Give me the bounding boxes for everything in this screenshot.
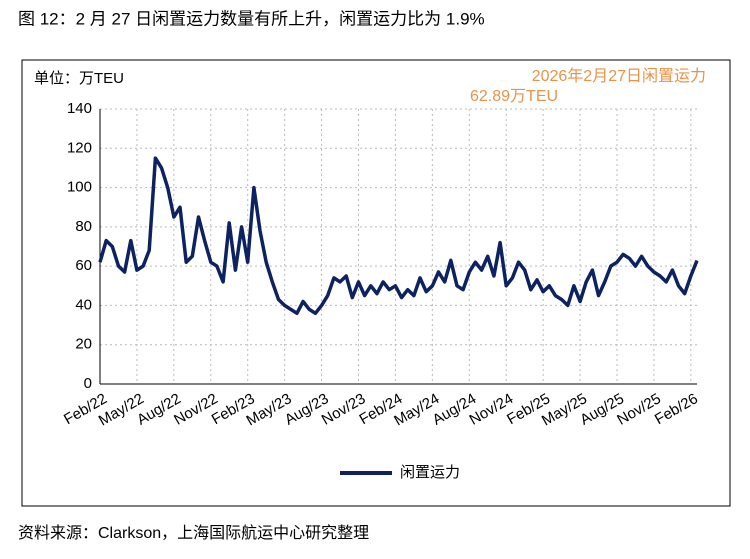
x-tick-label: Feb/26 — [652, 390, 701, 428]
y-tick-label: 40 — [75, 296, 92, 313]
y-tick-label: 100 — [67, 179, 92, 196]
y-tick-label: 140 — [67, 100, 92, 117]
source: 资料来源：Clarkson，上海国际航运中心研究整理 — [18, 524, 369, 542]
legend-label: 闲置运力 — [400, 464, 460, 481]
unit-label: 单位：万TEU — [34, 70, 124, 87]
chart-title: 图 12：2 月 27 日闲置运力数量有所上升，闲置运力比为 1.9% — [18, 9, 485, 28]
y-tick-label: 0 — [84, 375, 92, 392]
y-tick-label: 20 — [75, 336, 92, 353]
annotation: 62.89万TEU — [470, 88, 558, 105]
y-tick-label: 80 — [75, 218, 92, 235]
line-series — [98, 156, 699, 316]
annotation: 2026年2月27日闲置运力 — [532, 67, 706, 85]
y-tick-label: 60 — [75, 257, 92, 274]
chart-frame — [21, 59, 731, 507]
y-tick-label: 120 — [67, 139, 92, 156]
